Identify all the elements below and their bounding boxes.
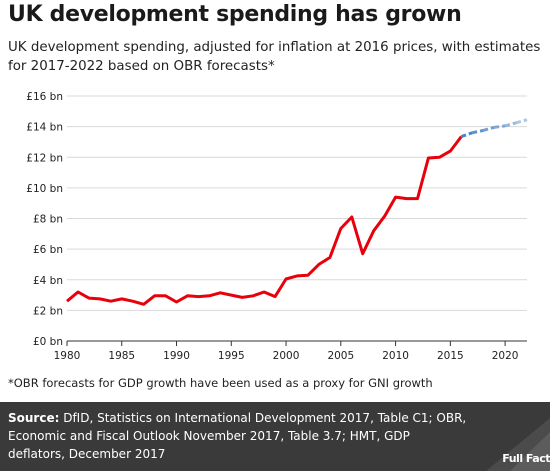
logo-graphic <box>486 418 550 471</box>
x-tick-label: 2020 <box>492 350 519 362</box>
logo-text: Full Fact <box>502 452 550 465</box>
x-tick-label: 1990 <box>163 350 190 362</box>
x-tick-label: 1985 <box>108 350 135 362</box>
series-line-actual <box>66 135 463 306</box>
source-panel: Source: DfID, Statistics on Internationa… <box>0 402 550 471</box>
chart-subtitle: UK development spending, adjusted for in… <box>8 40 541 74</box>
series-forecast-segment <box>504 121 517 128</box>
x-tick-label: 2000 <box>273 350 300 362</box>
y-tick-label: £14 bn <box>26 122 63 134</box>
y-tick-label: £12 bn <box>26 152 63 164</box>
x-tick-label: 2015 <box>437 350 464 362</box>
x-tick-label: 2010 <box>382 350 409 362</box>
series-forecast-segment <box>471 128 484 135</box>
series-forecast-segment <box>515 118 528 125</box>
y-tick-label: £4 bn <box>33 275 63 287</box>
series-forecast-segment <box>460 131 473 138</box>
y-tick-label: £0 bn <box>33 336 63 348</box>
x-tick-label: 1980 <box>54 350 81 362</box>
x-tick-label: 2005 <box>327 350 354 362</box>
chart-title: UK development spending has grown <box>8 2 462 27</box>
y-tick-label: £2 bn <box>33 305 63 317</box>
y-tick-label: £8 bn <box>33 214 63 226</box>
series-forecast-segment <box>493 124 506 129</box>
full-fact-logo: Full Fact <box>470 402 550 471</box>
source-text: Source: DfID, Statistics on Internationa… <box>8 409 468 463</box>
x-tick-label: 1995 <box>218 350 245 362</box>
y-tick-label: £16 bn <box>26 91 63 103</box>
y-tick-label: £10 bn <box>26 183 63 195</box>
series-forecast-segment <box>482 125 495 132</box>
y-tick-label: £6 bn <box>33 244 63 256</box>
source-label: Source: <box>8 411 60 425</box>
line-chart: £0 bn £2 bn £4 bn £6 bn £8 bn £10 bn £12 bn £14… <box>26 91 528 362</box>
footnote: *OBR forecasts for GDP growth have been … <box>8 376 433 390</box>
source-body: DfID, Statistics on International Develo… <box>8 411 467 461</box>
